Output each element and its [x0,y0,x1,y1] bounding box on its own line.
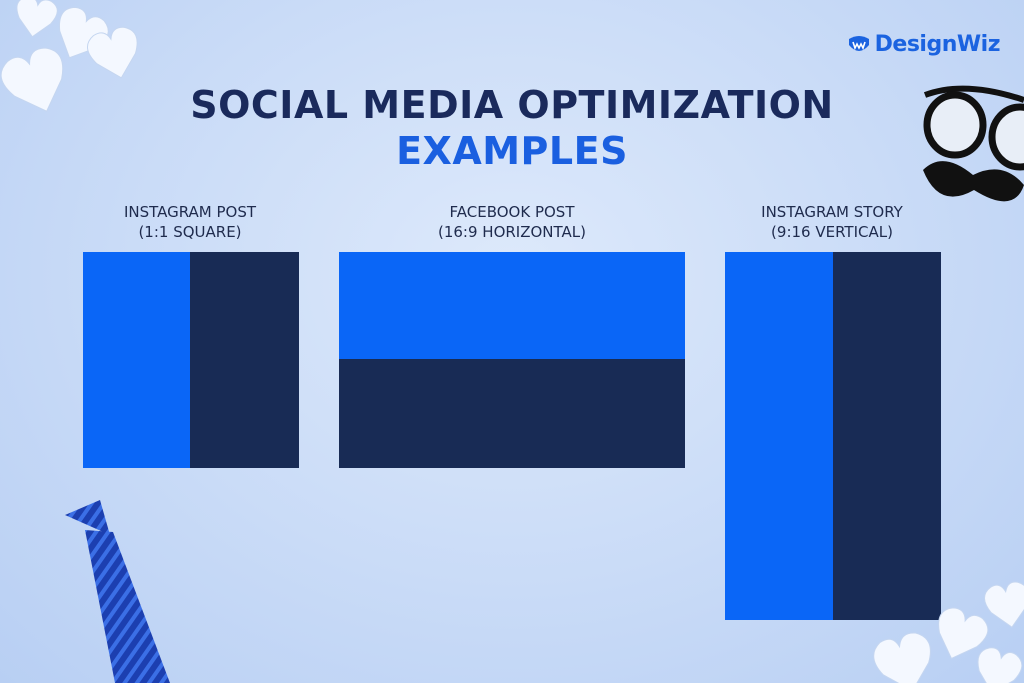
facebook-post-label: FACEBOOK POST (16:9 HORIZONTAL) [339,202,685,242]
instagram-story-label: INSTAGRAM STORY (9:16 VERTICAL) [722,202,942,242]
example-name: INSTAGRAM POST [123,203,257,221]
facebook-post-preview [339,252,685,468]
example-name: FACEBOOK POST [449,203,575,221]
title-line-2: EXAMPLES [396,129,628,173]
title-line-1: SOCIAL MEDIA OPTIMIZATION [190,83,834,127]
necktie-decoration [65,500,170,683]
dark-panel [339,359,685,468]
bright-panel [83,252,190,468]
example-ratio: (9:16 VERTICAL) [771,223,893,241]
glasses-mustache-decoration [923,85,1024,202]
bright-panel [339,252,685,359]
bright-panel [725,252,833,620]
paper-hearts-decoration [873,581,1024,683]
brand-name: DesignWiz [874,32,1001,57]
instagram-post-label: INSTAGRAM POST (1:1 SQUARE) [82,202,298,242]
paper-hearts-decoration [0,0,138,112]
example-ratio: (16:9 HORIZONTAL) [437,223,586,241]
dark-panel [190,252,299,468]
instagram-post-preview [83,252,299,468]
example-name: INSTAGRAM STORY [761,203,903,221]
instagram-story-preview [725,252,941,620]
designwiz-logo-icon [848,35,869,51]
dark-panel [833,252,941,620]
example-ratio: (1:1 SQUARE) [138,223,242,241]
designwiz-logo[interactable]: DesignWiz [847,32,1001,57]
page-title: SOCIAL MEDIA OPTIMIZATION EXAMPLES [0,82,1024,174]
